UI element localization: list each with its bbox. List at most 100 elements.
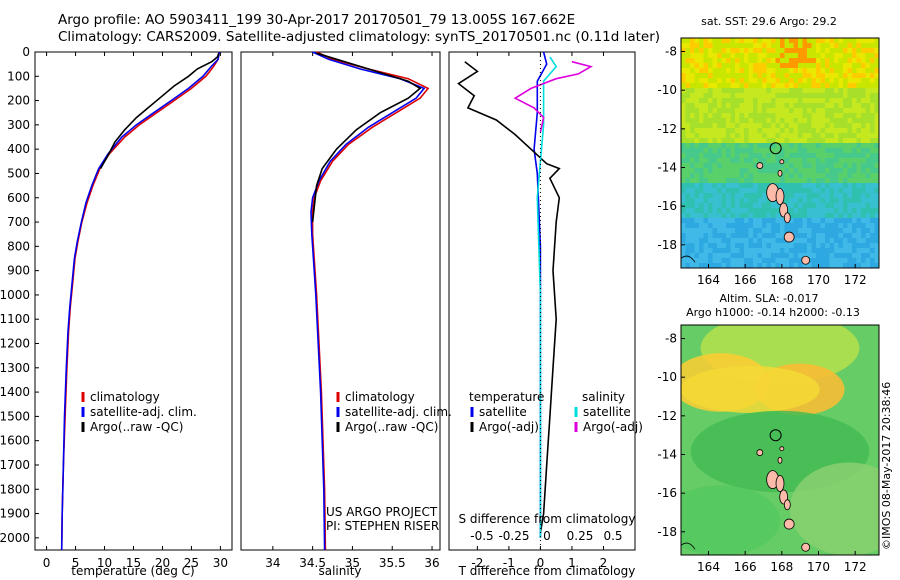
sdiff-tick-label: 0.25 [567,529,594,543]
sla-map-frame [680,324,880,556]
lon-tick-label: 168 [770,560,793,574]
legend-label: satellite-adj. clim. [345,405,452,419]
island-shape [783,518,795,530]
sst-map-title: sat. SST: 29.6 Argo: 29.2 [701,15,837,28]
x-tick-label: 25 [184,556,199,570]
depth-tick-label: 0 [22,45,30,59]
depth-tick-label: 200 [7,94,30,108]
sla-map-subtitle: Argo h1000: -0.14 h2000: -0.13 [686,306,860,319]
profile-title: Argo profile: AO 5903411_199 30-Apr-2017… [58,12,576,28]
x-tick-label: 34 [265,556,280,570]
temperature-axis-label: temperature (deg C) [71,564,194,578]
coastline-shape [681,542,696,550]
depth-tick-label: 600 [7,191,30,205]
lat-tick-label: -12 [657,122,677,136]
x-tick-label: -1 [503,556,515,570]
island-shape [756,449,764,456]
legend-title-temperature: temperature [469,390,544,404]
island-shape [777,456,783,464]
series-line-satellite-adj-clim- [60,51,221,551]
series-line-temperature-argo-adj- [457,61,561,534]
lat-tick-label: -14 [657,447,677,461]
x-tick-label: 34.5 [299,556,326,570]
lat-tick-label: -16 [657,486,677,500]
depth-tick-label: 500 [7,166,30,180]
legend-label: climatology [90,390,160,404]
depth-tick-label: 1100 [0,312,30,326]
depth-tick-label: 1900 [0,507,30,521]
pi-annotation: PI: STEPHEN RISER [326,519,439,533]
series-line-argo-raw-qc- [311,52,422,223]
island-shape [783,231,795,243]
depth-tick-label: 1300 [0,361,30,375]
sla-map-title: Altim. SLA: -0.017 [719,292,818,305]
legend-label: Argo(..raw -QC) [345,420,438,434]
lon-tick-label: 172 [844,560,867,574]
x-tick-label: 15 [126,556,141,570]
series-line-argo-raw-qc- [99,52,220,169]
x-tick-label: 30 [213,556,228,570]
lon-tick-label: 164 [697,273,720,287]
x-tick-label: 36 [424,556,439,570]
imos-timestamp: ©IMOS 08-May-2017 20:38:46 [880,381,893,550]
depth-tick-label: 1000 [0,288,30,302]
lat-tick-label: -8 [665,45,677,59]
island-shape [775,188,785,205]
series-line-salinity-satellite [536,56,558,538]
sdiff-tick-label: -0.5 [470,529,493,543]
island-shape [775,475,785,492]
sdiff-tick-label: 0 [543,529,551,543]
island-shape [783,212,791,224]
island-shape [779,159,785,165]
x-tick-label: 0 [43,556,51,570]
island-shape [801,542,811,552]
depth-tick-label: 300 [7,118,30,132]
lon-tick-label: 168 [770,273,793,287]
lat-tick-label: -12 [657,409,677,423]
climatology-subtitle: Climatology: CARS2009. Satellite-adjuste… [58,29,661,45]
legend-label: satellite-adj. clim. [90,405,197,419]
depth-tick-label: 800 [7,239,30,253]
island-shape [756,162,764,169]
series-line-climatology [60,51,221,551]
legend-label: Argo(-adj) [583,420,643,434]
sst-map-field [681,38,879,268]
lat-tick-label: -14 [657,160,677,174]
sst-map-frame [680,37,880,269]
project-annotation: US ARGO PROJECT [326,505,438,519]
lat-tick-label: -16 [657,199,677,213]
lat-tick-label: -8 [665,332,677,346]
lat-tick-label: -10 [657,83,677,97]
depth-tick-label: 1400 [0,385,30,399]
depth-tick-label: 1700 [0,458,30,472]
legend-label: satellite [583,405,631,419]
salinity-axis-label: salinity [318,564,361,578]
sla-map-field [681,325,879,555]
legend-label: Argo(..raw -QC) [90,420,183,434]
profile-panel-frame [448,51,636,551]
depth-tick-label: 2000 [0,531,30,545]
sdiff-tick-label: -0.25 [498,529,529,543]
sdiff-tick-label: 0.5 [603,529,622,543]
depth-tick-label: 100 [7,69,30,83]
profile-panel-frame [240,51,441,551]
depth-tick-label: 1800 [0,482,30,496]
depth-tick-label: 1500 [0,409,30,423]
depth-tick-label: 1200 [0,337,30,351]
island-shape [801,255,811,265]
x-tick-label: 0 [537,556,545,570]
legend-label: Argo(-adj) [479,420,539,434]
depth-tick-label: 400 [7,142,30,156]
coastline-shape [681,255,696,263]
lon-tick-label: 166 [734,560,757,574]
x-tick-label: 2 [600,556,608,570]
depth-tick-label: 700 [7,215,30,229]
lon-tick-label: 172 [844,273,867,287]
x-tick-label: -2 [471,556,483,570]
lat-tick-label: -18 [657,525,677,539]
island-shape [783,499,791,511]
x-tick-label: 35 [345,556,360,570]
x-tick-label: 1 [568,556,576,570]
series-line-salinity-argo-adj- [513,60,593,133]
